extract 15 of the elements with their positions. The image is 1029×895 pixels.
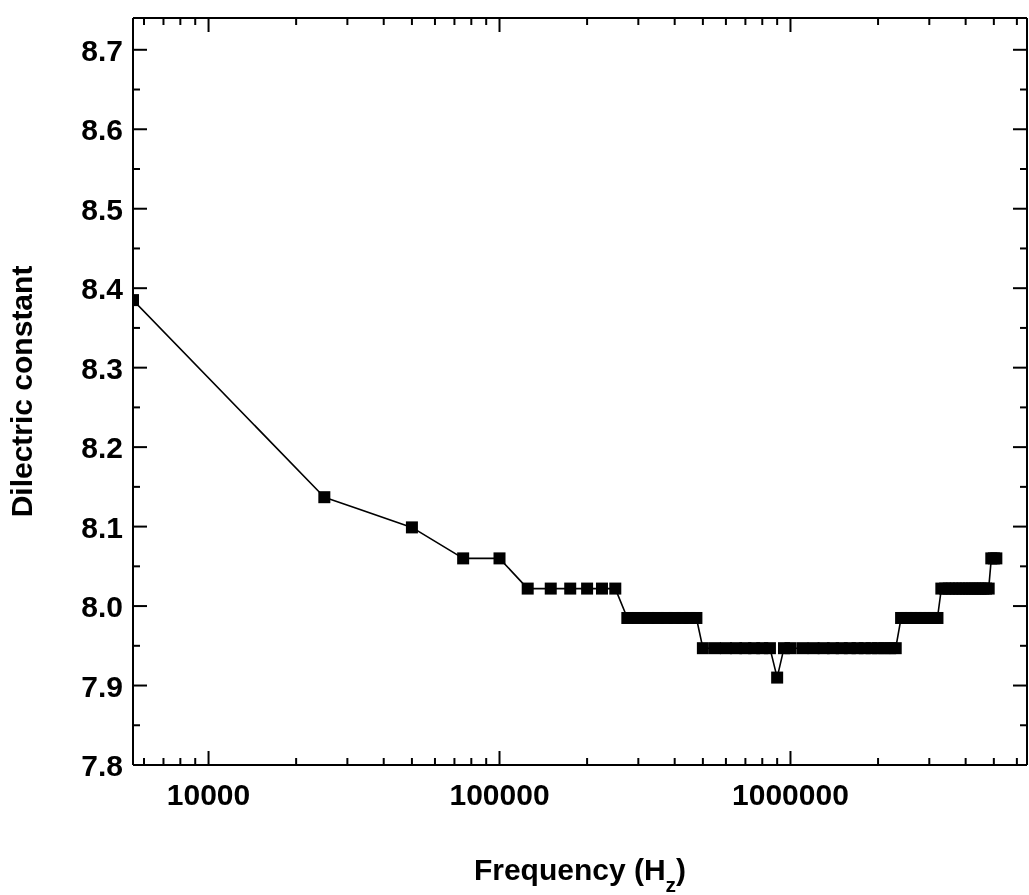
y-tick-label: 7.8	[81, 749, 123, 782]
y-tick-label: 8.2	[81, 431, 123, 465]
y-tick-label: 8.5	[81, 192, 123, 226]
y-tick-label: 8.7	[81, 33, 123, 67]
y-tick-label: 8.1	[81, 510, 123, 544]
y-axis-title: Dilectric constant	[4, 265, 38, 518]
y-tick-label: 8.0	[81, 590, 123, 624]
y-tick-label: 7.9	[81, 669, 123, 703]
x-tick-label: 10000	[166, 778, 251, 811]
y-tick-label: 8.3	[81, 351, 123, 385]
y-tick-label: 8.6	[81, 113, 123, 147]
x-tick-label: 100000	[449, 778, 550, 811]
y-tick-label: 8.4	[81, 272, 124, 306]
x-tick-label: 1000000	[732, 778, 849, 811]
x-axis-title: Frequency (H$_{z}$)	[473, 853, 687, 895]
